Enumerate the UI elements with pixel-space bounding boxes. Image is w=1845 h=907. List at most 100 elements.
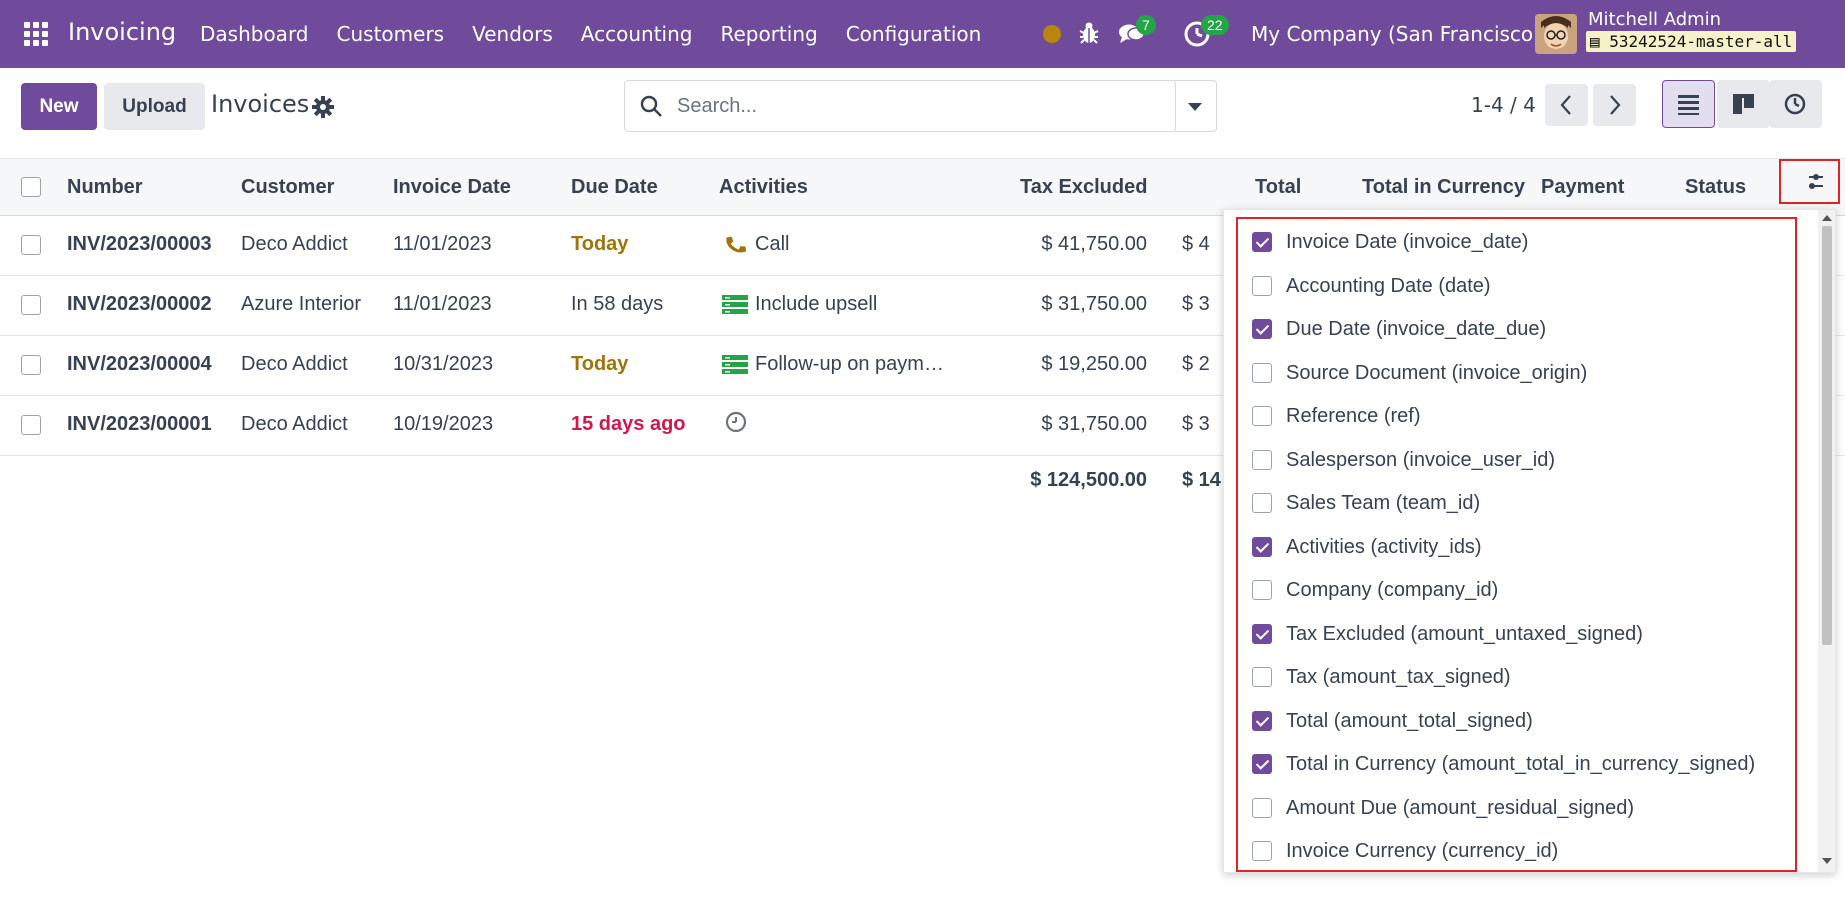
chat-count-badge: 7 [1136,15,1156,35]
tax-excluded-amount: $ 19,250.00 [1041,353,1147,375]
table-row[interactable]: INV/2023/00001 Deco Addict 10/19/2023 15… [0,396,1845,456]
pager-next-button[interactable] [1593,84,1636,126]
pager-previous-button[interactable] [1545,84,1588,126]
column-checkbox[interactable] [1252,667,1272,687]
column-checkbox[interactable] [1252,450,1272,470]
column-header-payment[interactable]: Payment [1541,176,1625,198]
row-checkbox[interactable] [21,295,41,315]
invoice-number: INV/2023/00004 [67,353,212,375]
status-dot-icon[interactable] [1043,25,1061,43]
new-button[interactable]: New [21,83,97,130]
debug-bug-icon[interactable] [1078,21,1100,45]
optional-column-total[interactable]: Total (amount_total_signed) [1252,706,1533,736]
table-row[interactable]: INV/2023/00002 Azure Interior 11/01/2023… [0,276,1845,336]
total-sum: $ 14 [1182,469,1221,491]
customer-name: Azure Interior [241,293,362,315]
optional-column-tax[interactable]: Tax (amount_tax_signed) [1252,662,1511,692]
column-checkbox[interactable] [1252,580,1272,600]
column-checkbox[interactable] [1252,711,1272,731]
optional-column-due-date[interactable]: Due Date (invoice_date_due) [1252,314,1546,344]
column-checkbox[interactable] [1252,232,1272,252]
optional-column-accounting-date[interactable]: Accounting Date (date) [1252,271,1491,301]
optional-column-total-in-currency[interactable]: Total in Currency (amount_total_in_curre… [1252,749,1755,779]
invoice-number: INV/2023/00001 [67,413,212,435]
optional-column-invoice-date[interactable]: Invoice Date (invoice_date) [1252,227,1528,257]
scroll-up-arrow-icon[interactable] [1822,215,1832,221]
optional-column-tax-excluded[interactable]: Tax Excluded (amount_untaxed_signed) [1252,619,1643,649]
optional-column-company[interactable]: Company (company_id) [1252,575,1498,605]
list-view-button[interactable] [1662,80,1715,128]
search-options-toggle[interactable] [1174,80,1217,132]
app-grid-icon[interactable] [24,22,48,46]
scroll-thumb[interactable] [1822,226,1832,645]
menu-item-dashboard[interactable]: Dashboard [200,22,309,46]
optional-column-amount-due[interactable]: Amount Due (amount_residual_signed) [1252,793,1634,823]
task-list-icon[interactable] [722,354,748,376]
row-checkbox[interactable] [21,355,41,375]
column-header-activities[interactable]: Activities [719,176,808,198]
row-checkbox[interactable] [21,415,41,435]
task-list-icon[interactable] [722,294,748,316]
pager-value[interactable]: 1-4 / 4 [1471,93,1536,117]
user-name[interactable]: Mitchell Admin [1588,9,1722,30]
gear-icon[interactable] [312,96,334,118]
optional-column-salesperson[interactable]: Salesperson (invoice_user_id) [1252,445,1555,475]
column-checkbox[interactable] [1252,406,1272,426]
scroll-down-arrow-icon[interactable] [1822,858,1832,864]
column-header-customer[interactable]: Customer [241,176,335,198]
invoice-number: INV/2023/00002 [67,293,212,315]
optional-column-sales-team[interactable]: Sales Team (team_id) [1252,488,1480,518]
column-checkbox[interactable] [1252,754,1272,774]
optional-column-reference[interactable]: Reference (ref) [1252,401,1421,431]
column-header-number[interactable]: Number [67,176,143,198]
column-checkbox[interactable] [1252,841,1272,861]
column-checkbox[interactable] [1252,276,1272,296]
column-header-invoice-date[interactable]: Invoice Date [393,176,511,198]
app-name[interactable]: Invoicing [68,18,177,46]
dropdown-scrollbar[interactable] [1818,210,1835,872]
column-header-total[interactable]: Total [1255,176,1302,198]
activity-view-button[interactable] [1769,80,1822,128]
chevron-right-icon [1610,95,1621,115]
invoice-date: 10/19/2023 [393,413,494,435]
column-header-due-date[interactable]: Due Date [571,176,658,198]
column-label: Amount Due (amount_residual_signed) [1286,796,1634,819]
kanban-icon [1733,94,1754,114]
tax-excluded-amount: $ 31,750.00 [1041,293,1147,315]
activity-summary: Include upsell [755,293,878,315]
tax-excluded-amount: $ 41,750.00 [1041,233,1147,255]
select-all-checkbox[interactable] [21,177,41,197]
optional-column-invoice-currency[interactable]: Invoice Currency (currency_id) [1252,836,1558,866]
column-checkbox[interactable] [1252,624,1272,644]
optional-column-source-document[interactable]: Source Document (invoice_origin) [1252,358,1587,388]
column-checkbox[interactable] [1252,319,1272,339]
menu-item-vendors[interactable]: Vendors [472,22,553,46]
menu-item-configuration[interactable]: Configuration [845,22,982,46]
total-amount: $ 3 [1182,293,1210,315]
optional-columns-toggle[interactable] [1779,159,1840,204]
user-avatar[interactable] [1535,14,1577,54]
table-row[interactable]: INV/2023/00003 Deco Addict 11/01/2023 To… [0,216,1845,276]
menu-item-reporting[interactable]: Reporting [720,22,818,46]
row-checkbox[interactable] [21,235,41,255]
column-header-total-in-currency[interactable]: Total in Currency [1362,176,1525,198]
due-date: In 58 days [571,293,664,315]
column-checkbox[interactable] [1252,363,1272,383]
column-header-status[interactable]: Status [1685,176,1747,198]
kanban-view-button[interactable] [1717,80,1770,128]
column-checkbox[interactable] [1252,798,1272,818]
upload-button[interactable]: Upload [104,83,205,130]
phone-icon[interactable] [723,234,749,256]
table-row[interactable]: INV/2023/00004 Deco Addict 10/31/2023 To… [0,336,1845,396]
customer-name: Deco Addict [241,353,348,375]
clock-icon[interactable] [723,411,749,433]
menu-item-customers[interactable]: Customers [336,22,445,46]
company-switcher[interactable]: My Company (San Francisco) [1251,22,1541,46]
column-checkbox[interactable] [1252,493,1272,513]
menu-item-accounting[interactable]: Accounting [580,22,693,46]
search-bar [624,80,1176,132]
column-checkbox[interactable] [1252,537,1272,557]
column-header-tax-excluded[interactable]: Tax Excluded [1020,176,1148,198]
optional-column-activities[interactable]: Activities (activity_ids) [1252,532,1482,562]
search-input[interactable] [677,91,1077,121]
